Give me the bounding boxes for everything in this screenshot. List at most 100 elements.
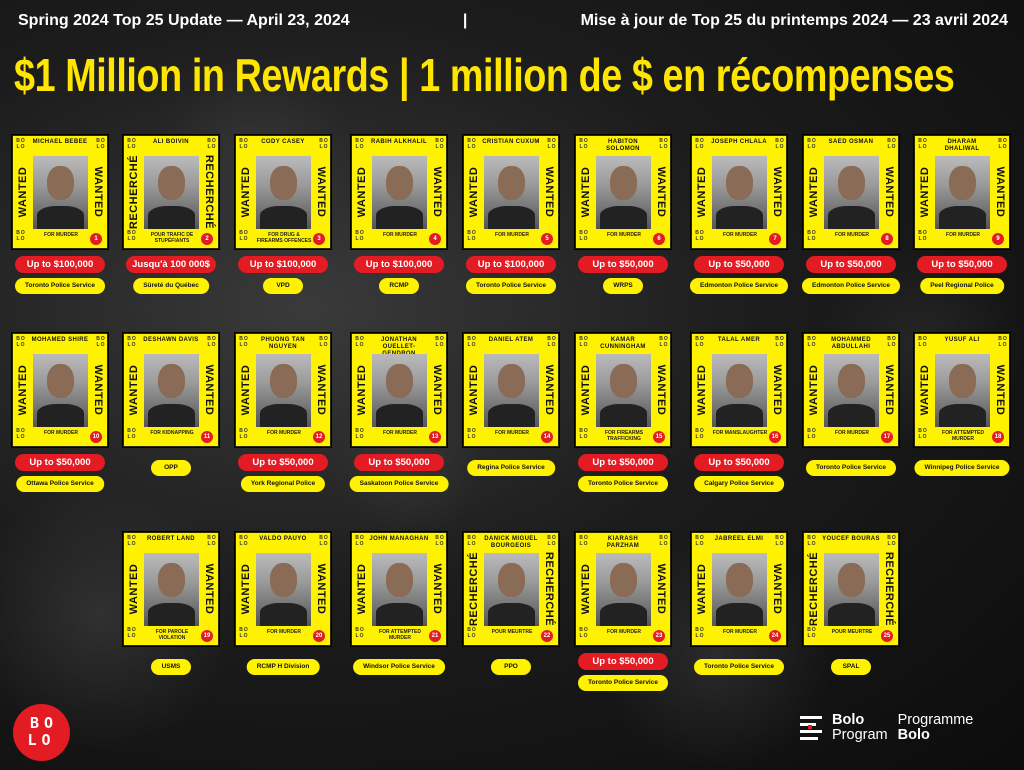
- reward-badge: Up to $50,000: [578, 653, 668, 670]
- agency-badge: Ottawa Police Service: [16, 476, 104, 492]
- wanted-card[interactable]: DHARAM DHALIWAL BO LO BO LO BO LO WANTED WANTED F…: [914, 135, 1010, 249]
- side-label-right: WANTED: [203, 563, 215, 615]
- photo-face: [158, 166, 185, 200]
- crime-label: POUR MEURTRE: [491, 629, 533, 635]
- photo-shoulders: [37, 206, 84, 229]
- wanted-card[interactable]: KAMAR CUNNINGHAM BO LO BO LO BO LO WANTED WANTED…: [575, 333, 671, 447]
- photo-shoulders: [600, 603, 647, 626]
- bolo-corner-logo: BO LO: [695, 230, 705, 242]
- bolo-corner-logo: BO LO: [467, 230, 477, 242]
- agency-badge: Windsor Police Service: [353, 659, 445, 675]
- side-label-right: WANTED: [655, 364, 667, 416]
- agency-badge: USMS: [151, 659, 191, 675]
- suspect-name: ALI BOIVIN: [152, 139, 189, 145]
- photo-shoulders: [828, 404, 875, 427]
- bolo-corner-logo: BO LO: [319, 535, 329, 547]
- suspect-photo: [484, 553, 539, 626]
- wanted-card[interactable]: CODY CASEY BO LO BO LO BO LO WANTED WANTED FOR DR…: [235, 135, 331, 249]
- photo-face: [270, 563, 297, 597]
- photo-face: [949, 166, 976, 200]
- suspect-photo: [712, 553, 767, 626]
- wanted-card[interactable]: CRISTIAN CUXUM BO LO BO LO BO LO WANTED WANTED FO…: [463, 135, 559, 249]
- bolo-corner-logo: BO LO: [467, 336, 477, 348]
- wanted-card[interactable]: ALI BOIVIN BO LO BO LO BO LO RECHERCHÉ RECHERCHÉ…: [123, 135, 219, 249]
- rank-badge: 19: [201, 630, 213, 642]
- crime-label: FOR DRUG & FIREARMS OFFENCES: [256, 232, 312, 244]
- rank-badge: 2: [201, 233, 213, 245]
- agency-badge: York Regional Police: [240, 476, 326, 492]
- suspect-photo: [256, 156, 311, 229]
- agency-badge: WRPS: [603, 278, 643, 294]
- wanted-card[interactable]: MOHAMMED ABDULLAHI BO LO BO LO BO LO WANTED WANT…: [803, 333, 899, 447]
- wanted-card[interactable]: HABITON SOLOMON BO LO BO LO BO LO WANTED WANTED F…: [575, 135, 671, 249]
- side-label-left: WANTED: [696, 364, 708, 416]
- side-label-left: WANTED: [696, 166, 708, 218]
- bolo-corner-logo: BO LO: [127, 535, 137, 547]
- rank-badge: 7: [769, 233, 781, 245]
- crime-label: POUR TRAFIC DE STUPÉFIANTS: [150, 232, 194, 244]
- bolo-corner-logo: BO LO: [239, 336, 249, 348]
- photo-shoulders: [37, 404, 84, 427]
- wanted-card[interactable]: MICHAEL BEBEE BO LO BO LO BO LO WANTED WANTED FOR…: [12, 135, 108, 249]
- wanted-card[interactable]: DANIEL ATEM BO LO BO LO BO LO WANTED WANTED FOR M…: [463, 333, 559, 447]
- bolo-corner-logo: BO LO: [239, 627, 249, 639]
- rank-badge: 1: [90, 233, 102, 245]
- agency-badge: Saskatoon Police Service: [349, 476, 449, 492]
- wanted-card[interactable]: DANICK MIGUEL BOURGEOIS BO LO BO LO BO LO RECHE…: [463, 532, 559, 646]
- suspect-photo: [596, 156, 651, 229]
- suspect-photo: [144, 156, 199, 229]
- bolo-corner-logo: BO LO: [319, 138, 329, 150]
- wanted-card[interactable]: SAED OSMAN BO LO BO LO BO LO WANTED WANTED FOR MU…: [803, 135, 899, 249]
- photo-face: [498, 364, 525, 398]
- bolo-corner-logo: BO LO: [547, 138, 557, 150]
- suspect-photo: [33, 354, 88, 427]
- side-label-right: WANTED: [315, 563, 327, 615]
- rank-badge: 17: [881, 431, 893, 443]
- subtitle-en: Spring 2024 Top 25 Update — April 23, 20…: [18, 12, 350, 29]
- side-label-right: WANTED: [315, 166, 327, 218]
- side-label-left: WANTED: [580, 563, 592, 615]
- wanted-card[interactable]: KIARASH PARZHAM BO LO BO LO BO LO WANTED WANTED F…: [575, 532, 671, 646]
- bolo-corner-logo: BO LO: [998, 138, 1008, 150]
- bolo-corner-logo: BO LO: [659, 535, 669, 547]
- bolo-corner-logo: BO LO: [579, 627, 589, 639]
- suspect-name: CODY CASEY: [261, 139, 305, 145]
- wanted-card[interactable]: JOHN MANAGHAN BO LO BO LO BO LO WANTED WANTED FOR…: [351, 532, 447, 646]
- bolo-logo: BO LO: [13, 704, 70, 761]
- wanted-card[interactable]: JOSEPH CHLALA BO LO BO LO BO LO WANTED WANTED FOR…: [691, 135, 787, 249]
- bolo-corner-logo: BO LO: [355, 428, 365, 440]
- suspect-name: TALAL AMER: [717, 337, 761, 343]
- program-en-line2: Program: [832, 727, 888, 743]
- wanted-card[interactable]: DESHAWN DAVIS BO LO BO LO BO LO WANTED WANTED FOR…: [123, 333, 219, 447]
- wanted-card[interactable]: TALAL AMER BO LO BO LO BO LO WANTED WANTED FOR MA…: [691, 333, 787, 447]
- wanted-card[interactable]: JONATHAN OUELLET-GENDRONBOLOBOLOBOLOWANT…: [351, 333, 447, 447]
- side-label-left: WANTED: [240, 364, 252, 416]
- suspect-name: KIARASH PARZHAM: [606, 536, 640, 549]
- crime-label: POUR MEURTRE: [831, 629, 873, 635]
- bolo-corner-logo: BO LO: [16, 230, 26, 242]
- wanted-card[interactable]: ROBERT LAND BO LO BO LO BO LO WANTED WANTED FOR P…: [123, 532, 219, 646]
- bolo-corner-logo: BO LO: [127, 627, 137, 639]
- suspect-name: YOUCEF BOURAS: [822, 536, 880, 542]
- bolo-corner-logo: BO LO: [887, 535, 897, 547]
- wanted-card[interactable]: JABREEL ELMI BO LO BO LO BO LO WANTED WANTED FOR …: [691, 532, 787, 646]
- wanted-card[interactable]: MOHAMED SHIRE BO LO BO LO BO LO WANTED WANTED FOR…: [12, 333, 108, 447]
- side-label-right: WANTED: [883, 166, 895, 218]
- crime-label: FOR MANSLAUGHTER: [712, 430, 768, 436]
- photo-face: [726, 364, 753, 398]
- wanted-card[interactable]: YUSUF ALI BO LO BO LO BO LO WANTED WANTED FOR ATT…: [914, 333, 1010, 447]
- suspect-name: CRISTIAN CUXUM: [482, 139, 540, 145]
- suspect-name: DESHAWN DAVIS: [143, 337, 199, 343]
- wanted-card[interactable]: PHUONG TAN NGUYEN BO LO BO LO BO LO WANTED WANTE…: [235, 333, 331, 447]
- side-label-left: WANTED: [468, 364, 480, 416]
- wanted-card[interactable]: YOUCEF BOURAS BO LO BO LO BO LO RECHERCHÉ RECHER…: [803, 532, 899, 646]
- reward-badge: Up to $100,000: [466, 256, 556, 273]
- suspect-name: DANIEL ATEM: [488, 337, 534, 343]
- wanted-card[interactable]: RABIH ALKHALIL BO LO BO LO BO LO WANTED WANTED FO…: [351, 135, 447, 249]
- side-label-left: WANTED: [356, 563, 368, 615]
- rank-badge: 22: [541, 630, 553, 642]
- rank-badge: 21: [429, 630, 441, 642]
- photo-shoulders: [260, 404, 307, 427]
- side-label-left: WANTED: [17, 166, 29, 218]
- wanted-card[interactable]: VALDO PAUYO BO LO BO LO BO LO WANTED WANTED FOR M…: [235, 532, 331, 646]
